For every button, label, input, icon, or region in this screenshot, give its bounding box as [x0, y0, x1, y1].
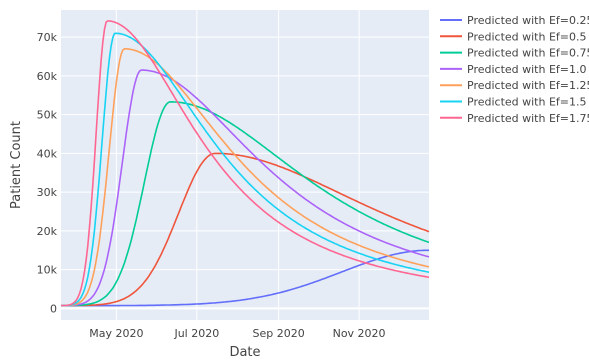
legend-item-5[interactable]: Predicted with Ef=1.25: [440, 79, 589, 92]
y-tick-label: 60k: [37, 70, 58, 83]
legend-label: Predicted with Ef=1.0: [467, 63, 587, 76]
series-lines: [61, 20, 430, 307]
legend-item-3[interactable]: Predicted with Ef=0.75: [440, 47, 589, 60]
y-tick-label: 40k: [37, 147, 58, 160]
series-line-1: [61, 249, 429, 307]
y-tick-label: 10k: [37, 264, 58, 277]
x-tick-label: Nov 2020: [333, 327, 386, 340]
grid-lines: [61, 10, 429, 320]
legend-item-4[interactable]: Predicted with Ef=1.0: [440, 63, 587, 76]
legend-label: Predicted with Ef=0.75: [467, 47, 589, 60]
x-tick-label: Sep 2020: [253, 327, 305, 340]
legend[interactable]: Predicted with Ef=0.25 Predicted with Ef=…: [440, 14, 589, 125]
series-line-4: [61, 69, 430, 307]
legend-item-6[interactable]: Predicted with Ef=1.5: [440, 96, 587, 109]
x-axis-ticks: May 2020 Jul 2020 Sep 2020 Nov 2020: [89, 327, 385, 340]
legend-label: Predicted with Ef=0.25: [467, 14, 589, 27]
legend-item-2[interactable]: Predicted with Ef=0.5: [440, 30, 587, 43]
x-tick-label: May 2020: [89, 327, 143, 340]
legend-item-7[interactable]: Predicted with Ef=1.75: [440, 112, 589, 125]
series-line-3: [61, 100, 430, 307]
legend-label: Predicted with Ef=1.25: [467, 79, 589, 92]
series-line-6: [61, 32, 430, 307]
legend-item-1[interactable]: Predicted with Ef=0.25: [440, 14, 589, 27]
legend-label: Predicted with Ef=0.5: [467, 30, 587, 43]
series-line-5: [61, 48, 430, 307]
x-tick-label: Jul 2020: [173, 327, 219, 340]
y-tick-label: 0: [50, 302, 57, 315]
legend-label: Predicted with Ef=1.75: [467, 112, 589, 125]
legend-label: Predicted with Ef=1.5: [467, 96, 587, 109]
y-tick-label: 20k: [37, 225, 58, 238]
y-axis-title: Patient Count: [9, 121, 24, 209]
y-axis-ticks: 0 10k 20k 30k 40k 50k 60k 70k: [37, 31, 58, 315]
y-tick-label: 70k: [37, 31, 58, 44]
x-axis-title: Date: [229, 345, 260, 360]
y-tick-label: 30k: [37, 186, 58, 199]
y-tick-label: 50k: [37, 109, 58, 122]
series-line-2: [61, 152, 430, 307]
series-line-7: [61, 20, 430, 307]
